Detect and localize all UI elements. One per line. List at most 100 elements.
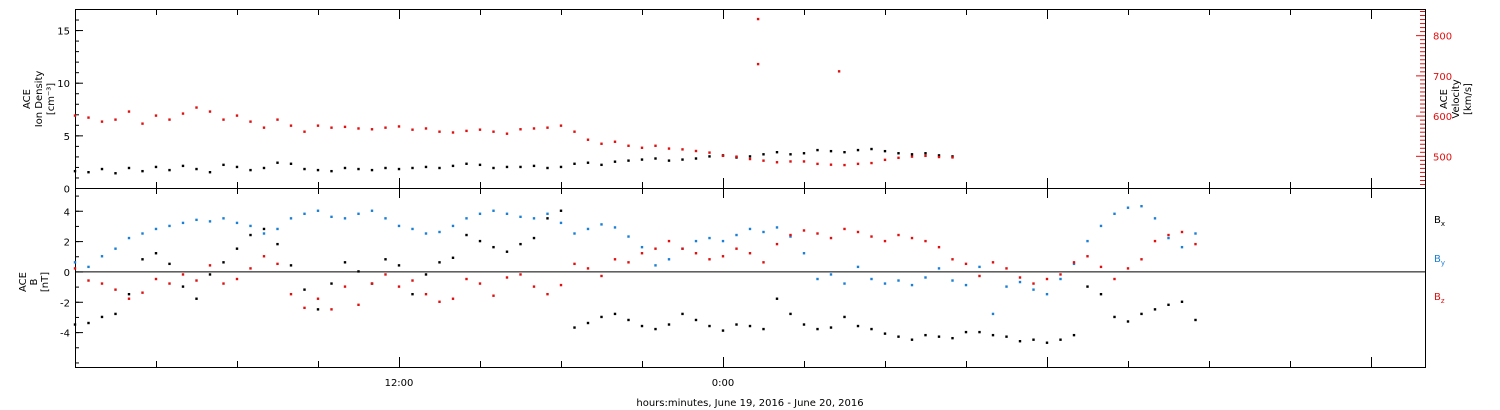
x-axis-title: hours:minutes, June 19, 2016 - June 20, …: [636, 398, 863, 409]
velocity-point: [748, 157, 752, 161]
legend-bz: Bz: [1434, 292, 1445, 305]
bx-point: [249, 233, 252, 237]
density-point: [478, 163, 482, 167]
velocity-point: [627, 144, 630, 147]
by-point: [330, 215, 333, 219]
by-point: [451, 224, 455, 228]
velocity-point: [343, 125, 347, 129]
by-point: [1005, 285, 1008, 288]
bx-point: [1167, 303, 1170, 307]
bx-point: [843, 315, 846, 319]
by-point: [789, 235, 792, 238]
bz-point: [870, 235, 873, 238]
velocity-point: [384, 126, 387, 129]
bz-point: [1194, 242, 1197, 246]
by-point: [505, 212, 509, 215]
velocity-point: [316, 124, 320, 127]
velocity-point: [654, 144, 657, 147]
density-point: [384, 166, 387, 170]
bz-point: [478, 282, 482, 285]
density-point: [762, 153, 765, 156]
bz-point: [303, 306, 306, 310]
by-point: [1086, 239, 1089, 243]
by-point: [910, 283, 914, 287]
bz-point: [424, 292, 428, 296]
velocity-point: [168, 118, 171, 121]
density-tick-label: 15: [57, 27, 70, 38]
by-point: [1113, 212, 1116, 215]
bz-point: [330, 308, 333, 311]
by-point: [883, 282, 887, 285]
bx-point: [546, 217, 549, 220]
bz-point: [897, 233, 900, 237]
by-point: [856, 265, 860, 269]
density-point: [829, 149, 833, 153]
density-point: [640, 158, 644, 161]
by-point: [1072, 262, 1076, 266]
by-point: [519, 215, 522, 219]
density-point: [465, 162, 468, 165]
field-legend: Bx By Bz: [1434, 215, 1445, 305]
bx-point: [816, 327, 819, 331]
bz-point: [991, 261, 995, 264]
bz-point: [397, 285, 401, 288]
bz-point: [262, 255, 266, 258]
density-tick-label: 5: [64, 132, 70, 143]
velocity-point: [100, 120, 104, 123]
by-point: [127, 236, 131, 240]
bz-point: [1032, 282, 1035, 285]
bx-point: [870, 327, 873, 331]
bz-point: [1126, 267, 1130, 270]
by-point: [1059, 277, 1062, 281]
density-point: [357, 167, 360, 171]
by-point: [168, 224, 171, 228]
density-point: [492, 166, 495, 170]
bx-point: [829, 326, 833, 329]
by-point: [627, 235, 630, 238]
data-points: [73, 17, 1197, 344]
by-point: [384, 217, 387, 220]
velocity-point: [837, 70, 841, 73]
bz-point: [613, 258, 617, 261]
bz-point: [411, 279, 414, 282]
velocity-point: [438, 130, 441, 133]
bx-point: [613, 312, 617, 316]
bx-point: [343, 261, 347, 264]
bz-point: [438, 300, 441, 303]
bz-point: [1180, 230, 1184, 234]
velocity-point: [573, 130, 576, 133]
density-point: [127, 166, 131, 170]
density-point: [370, 168, 374, 172]
bz-point: [168, 282, 171, 285]
bx-point: [465, 233, 468, 237]
density-point: [208, 171, 212, 174]
by-point: [357, 212, 360, 215]
bx-point: [1180, 300, 1184, 303]
bx-point: [100, 315, 104, 319]
density-point: [897, 152, 900, 155]
bz-point: [1140, 258, 1143, 261]
velocity-tick-label: 700: [1433, 72, 1452, 83]
by-point: [1153, 217, 1157, 220]
bx-point: [910, 338, 914, 341]
velocity-point: [856, 162, 860, 166]
bx-point: [1059, 338, 1062, 341]
bx-point: [991, 333, 995, 337]
bz-point: [505, 276, 509, 279]
bx-point: [775, 297, 779, 300]
bx-point: [694, 318, 698, 322]
bx-point: [492, 245, 495, 249]
bx-point: [1018, 340, 1022, 343]
density-point: [654, 157, 657, 160]
bx-point: [559, 209, 563, 212]
density-point: [694, 157, 698, 160]
bx-point: [1140, 312, 1143, 316]
field-axis-label-line1: ACE: [18, 272, 29, 292]
bz-point: [1153, 239, 1157, 243]
bz-point: [316, 297, 320, 300]
bz-point: [937, 245, 941, 249]
by-point: [1194, 232, 1197, 235]
velocity-point: [276, 118, 279, 121]
velocity-point: [613, 140, 617, 143]
bz-point: [141, 291, 144, 294]
